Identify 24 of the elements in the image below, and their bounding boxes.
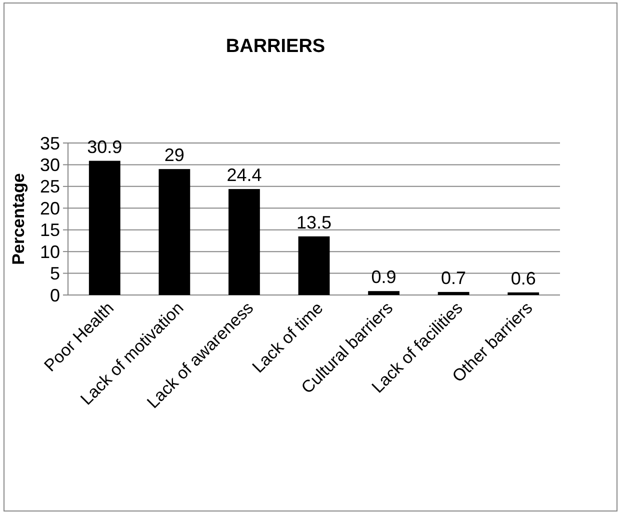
data-label: 0.6 xyxy=(510,268,536,288)
y-tick-label: 25 xyxy=(40,176,60,197)
y-tick-label: 0 xyxy=(50,285,60,306)
bar xyxy=(298,236,330,295)
data-label: 13.5 xyxy=(296,212,332,232)
bar xyxy=(88,160,120,295)
y-tick-label: 5 xyxy=(50,264,60,284)
data-label: 0.9 xyxy=(371,267,396,288)
y-tick-label: 10 xyxy=(40,242,60,262)
y-tick-label: 20 xyxy=(40,198,60,218)
bar xyxy=(508,292,540,295)
bar xyxy=(368,291,400,295)
y-axis-title: Percentage xyxy=(9,173,28,265)
chart-title: BARRIERS xyxy=(226,36,326,57)
y-tick-label: 35 xyxy=(40,133,60,154)
bar xyxy=(438,292,470,295)
data-label: 0.7 xyxy=(441,268,466,288)
y-tick-label: 30 xyxy=(40,155,60,176)
data-label: 24.4 xyxy=(226,165,262,186)
bar xyxy=(228,189,260,295)
bar xyxy=(158,169,190,295)
data-label: 30.9 xyxy=(87,136,122,157)
y-tick-label: 15 xyxy=(40,220,60,240)
data-label: 29 xyxy=(164,145,184,166)
